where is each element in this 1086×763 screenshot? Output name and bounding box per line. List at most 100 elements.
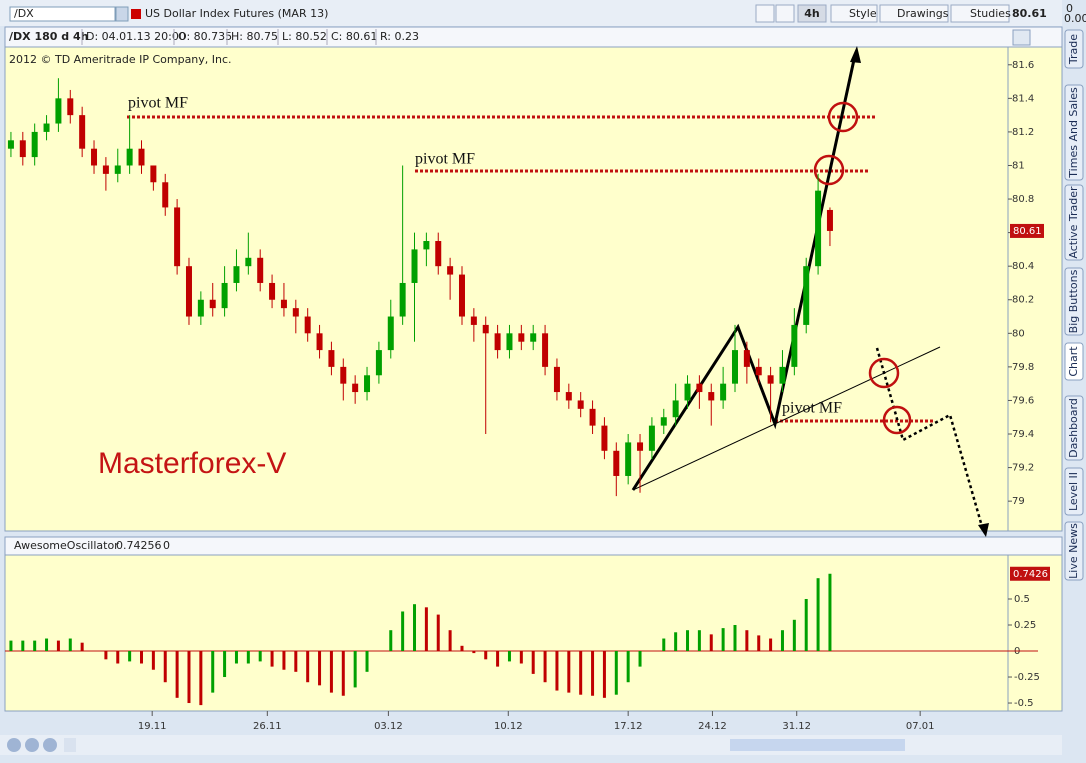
x-tick-label: 19.11 — [138, 721, 167, 732]
side-tab[interactable] — [1064, 29, 1084, 69]
y-tick-label: 81.2 — [1012, 127, 1034, 138]
candle-body — [696, 383, 703, 393]
histogram-bar — [638, 651, 642, 667]
studies-button[interactable] — [950, 4, 1010, 23]
histogram-bar — [163, 651, 167, 683]
candle-body — [174, 207, 181, 267]
candle-body — [138, 148, 145, 166]
candle-body — [755, 366, 762, 376]
candle-body — [209, 299, 216, 309]
histogram-bar — [199, 651, 203, 706]
zoom-button[interactable] — [43, 738, 57, 752]
drawings — [127, 46, 989, 537]
candle-body — [126, 148, 133, 166]
change: 0 — [1066, 2, 1073, 15]
change-pct: 0.00% — [1064, 12, 1086, 25]
y-tick-label: 79 — [1012, 496, 1025, 507]
button-label[interactable]: Studies — [970, 7, 1011, 20]
annotation: pivot MF — [128, 95, 188, 112]
candle-body — [269, 282, 276, 300]
side-tab[interactable] — [1064, 267, 1084, 336]
info-field: R: 0.23 — [380, 30, 419, 43]
info-bar — [4, 26, 1063, 48]
histogram-bar — [211, 651, 215, 693]
candle-body — [518, 333, 525, 342]
candle-body — [625, 442, 632, 476]
oscillator-bar — [4, 536, 1063, 556]
histogram-bar — [365, 651, 369, 672]
side-tab[interactable] — [1064, 184, 1084, 261]
histogram-bar — [282, 651, 286, 670]
histogram-bar — [662, 638, 666, 652]
side-tab-label[interactable]: Level II — [1067, 472, 1080, 511]
scroll-thumb[interactable] — [730, 739, 905, 751]
y-tick-label: 0.5 — [1014, 594, 1030, 605]
histogram-bar — [626, 651, 630, 683]
side-tab[interactable] — [1064, 342, 1084, 381]
trend-line — [632, 346, 941, 491]
study-value: 0.74256 — [116, 539, 162, 552]
description: US Dollar Index Futures (MAR 13) — [145, 7, 328, 20]
side-tab[interactable] — [1064, 521, 1084, 581]
histogram-bar — [318, 651, 322, 686]
histogram-bar — [223, 651, 227, 678]
side-tab-label[interactable]: Times And Sales — [1067, 87, 1080, 179]
symbol-input[interactable] — [9, 6, 116, 22]
timeframe-button[interactable] — [797, 4, 827, 23]
histogram-bar — [353, 651, 357, 688]
info-field: D: 04.01.13 20:00 — [86, 30, 186, 43]
histogram-bar — [341, 651, 345, 696]
style-button[interactable] — [830, 4, 878, 23]
symbol-icon — [131, 9, 141, 19]
candle-body — [102, 165, 109, 174]
button-label[interactable]: Drawings — [897, 7, 949, 20]
histogram-bar — [567, 651, 571, 693]
candle-body — [482, 324, 489, 334]
pan-button[interactable] — [64, 738, 76, 752]
candle-body — [470, 316, 477, 325]
y-tick-label: -0.5 — [1014, 698, 1034, 709]
histogram-bar — [389, 630, 393, 652]
symbol-dropdown[interactable] — [115, 6, 129, 22]
side-tab-label[interactable]: Dashboard — [1067, 398, 1080, 458]
candle-body — [767, 375, 774, 384]
side-tab[interactable] — [1064, 395, 1084, 461]
drawings-button[interactable] — [879, 4, 949, 23]
side-tab-label[interactable]: Live News — [1067, 523, 1080, 579]
histogram-bar — [496, 651, 500, 667]
side-tab-label[interactable]: Big Buttons — [1067, 269, 1080, 333]
histogram-bar — [472, 651, 476, 654]
arrow-head — [978, 523, 989, 537]
side-tab-label[interactable]: Chart — [1067, 346, 1080, 377]
tool-button[interactable] — [755, 4, 775, 23]
histogram-bar — [828, 573, 832, 652]
side-tab-label[interactable]: Active Trader — [1067, 186, 1080, 259]
wave-line — [631, 54, 857, 491]
study-param: 0 — [163, 539, 170, 552]
candle-body — [292, 308, 299, 317]
side-tab[interactable] — [1064, 84, 1084, 181]
histogram-bar — [56, 640, 60, 652]
candle-body — [660, 417, 667, 426]
candle-body — [233, 266, 240, 283]
histogram-bar — [792, 619, 796, 652]
histogram-bar — [424, 607, 428, 652]
candle-body — [245, 257, 252, 267]
zoom-button[interactable] — [7, 738, 21, 752]
candle-body — [577, 400, 584, 409]
button-label[interactable]: Style — [849, 7, 877, 20]
candle-body — [221, 282, 228, 309]
tool-button[interactable] — [775, 4, 795, 23]
side-tab-label[interactable]: Trade — [1067, 34, 1080, 65]
y-tick-label: 81.6 — [1012, 60, 1034, 71]
side-tab[interactable] — [1064, 467, 1084, 516]
y-tick-label: 80.2 — [1012, 295, 1034, 306]
candle-body — [815, 190, 822, 267]
symbol: /DX — [14, 7, 34, 20]
zoom-button[interactable] — [25, 738, 39, 752]
histogram-bar — [21, 640, 25, 652]
candle-body — [447, 266, 454, 275]
export-button[interactable] — [1012, 29, 1031, 46]
info-field: H: 80.75 — [231, 30, 278, 43]
